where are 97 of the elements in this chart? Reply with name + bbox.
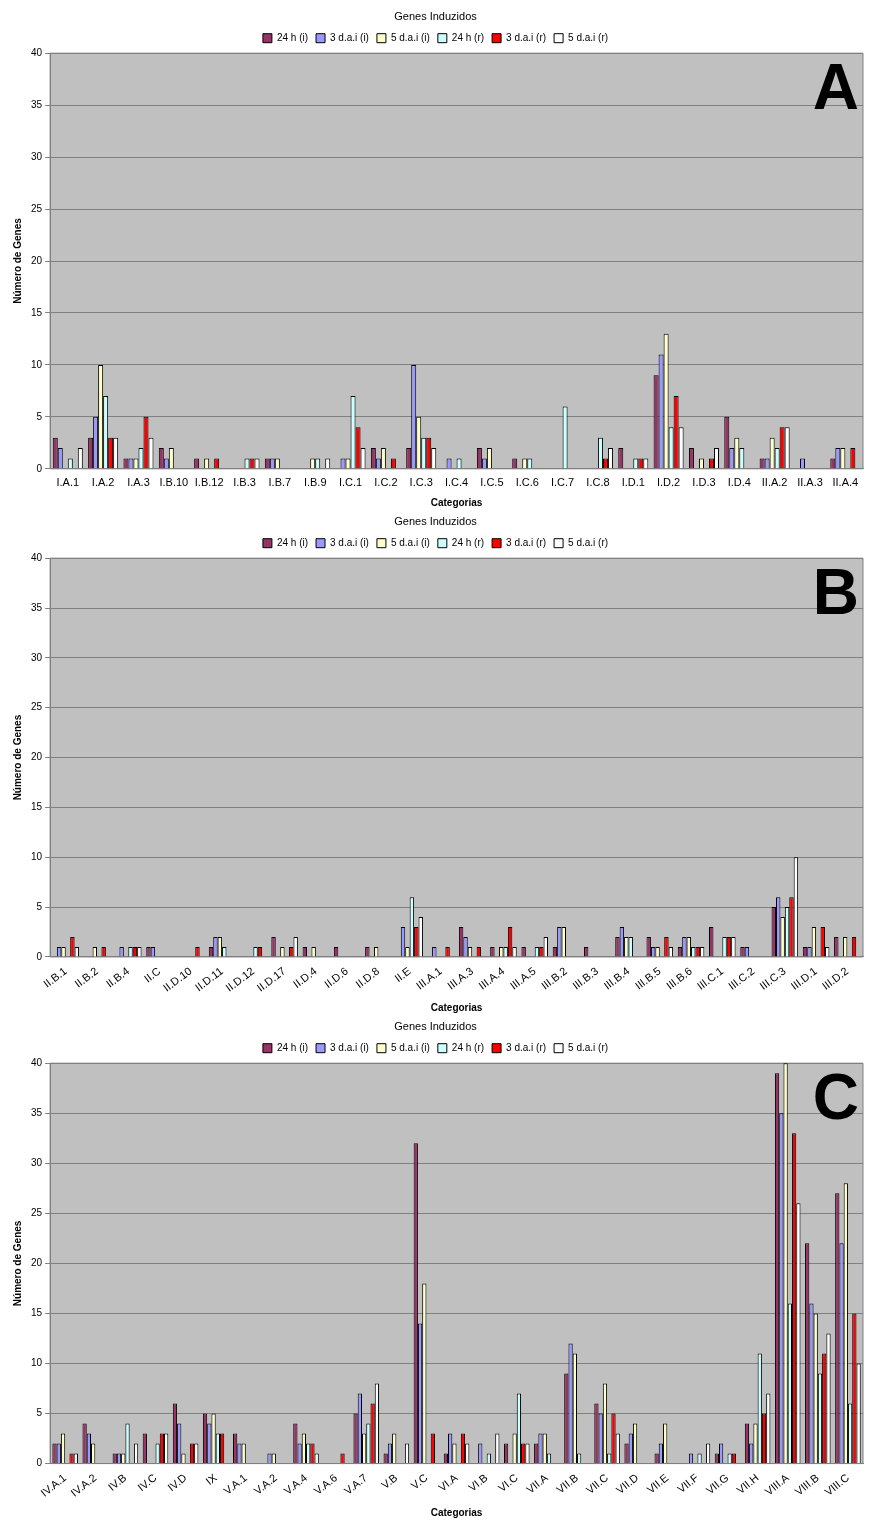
y-tick-label: 0 (36, 462, 43, 474)
x-tick-label: II.A.4 (832, 476, 859, 489)
legend-label: 24 h (r) (451, 31, 485, 43)
y-tick-label: 30 (31, 651, 43, 663)
x-tick-label: V.B (378, 1471, 400, 1492)
y-tick-label: 40 (31, 551, 43, 563)
y-tick-label: 25 (31, 1207, 43, 1219)
x-tick-label: I.D.2 (657, 476, 681, 489)
legend-label: 5 d.a.i (r) (568, 1041, 609, 1053)
annotation: C (812, 1060, 859, 1133)
x-tick-label: IX (203, 1470, 220, 1488)
x-tick-label: I.C.7 (550, 476, 575, 489)
y-tick-label: 5 (36, 410, 43, 422)
x-tick-label: VI.A (436, 1470, 461, 1494)
x-tick-label: II.E (392, 964, 413, 985)
legend-label: 3 d.a.i (i) (330, 536, 369, 548)
x-tick-label: V.A.1 (221, 1471, 249, 1497)
x-tick-label: IV.C (135, 1471, 159, 1494)
y-tick-label: 30 (31, 150, 43, 162)
y-tick-label: 20 (31, 254, 43, 266)
y-tick-label: 5 (36, 900, 43, 912)
legend-label: 5 d.a.i (r) (568, 536, 609, 548)
x-tick-label: VII.A (523, 1470, 551, 1496)
x-tick-label: VII.E (644, 1471, 671, 1496)
y-tick-label: 10 (31, 851, 43, 863)
x-tick-label: I.D.4 (727, 476, 751, 489)
x-tick-label: VI.C (495, 1471, 520, 1495)
x-axis-title: Categorias (430, 496, 483, 508)
legend-label: 5 d.a.i (i) (390, 31, 430, 43)
x-axis-title: Categorias (430, 1506, 483, 1518)
legend-label: 5 d.a.i (i) (390, 536, 430, 548)
y-tick-label: 20 (31, 1257, 43, 1269)
x-tick-label: I.A.1 (56, 476, 80, 489)
y-axis-title: Número de Genes (11, 714, 23, 801)
legend-label: 3 d.a.i (r) (506, 1041, 547, 1053)
x-tick-label: I.C.5 (480, 476, 504, 489)
x-tick-label: I.B.10 (159, 476, 189, 489)
legend-label: 24 h (r) (451, 1041, 485, 1053)
x-tick-label: I.C.3 (409, 476, 433, 489)
y-tick-label: 35 (31, 601, 43, 613)
x-tick-label: VI.B (466, 1471, 490, 1494)
legend-label: 24 h (i) (276, 536, 309, 548)
legend-label: 24 h (r) (451, 536, 485, 548)
x-tick-label: I.D.3 (692, 476, 716, 489)
y-tick-label: 15 (31, 306, 43, 318)
y-axis-title: Número de Genes (11, 217, 23, 304)
x-tick-label: IV.D (165, 1471, 189, 1494)
x-tick-label: II.A.3 (797, 476, 823, 489)
annotation: B (812, 555, 859, 628)
chart-title: Genes Induzidos (394, 9, 478, 22)
y-tick-label: 15 (31, 1307, 43, 1319)
annotation: A (812, 50, 859, 123)
y-tick-label: 25 (31, 701, 43, 713)
y-axis-title: Número de Genes (11, 1220, 23, 1307)
y-tick-label: 40 (31, 1056, 43, 1068)
x-tick-label: I.C.4 (444, 476, 469, 489)
y-tick-label: 10 (31, 358, 43, 370)
y-tick-label: 35 (31, 98, 43, 110)
chart-title: Genes Induzidos (394, 1019, 478, 1032)
y-tick-label: 15 (31, 801, 43, 813)
y-tick-label: 10 (31, 1357, 43, 1369)
legend-label: 3 d.a.i (i) (330, 31, 369, 43)
x-tick-label: I.D.1 (621, 476, 645, 489)
x-tick-label: VII.B (554, 1471, 581, 1496)
y-tick-label: 0 (36, 1457, 43, 1469)
legend-label: 24 h (i) (276, 1041, 309, 1053)
legend-label: 3 d.a.i (r) (506, 536, 547, 548)
y-tick-label: 35 (31, 1107, 43, 1118)
x-tick-label: VII.D (613, 1471, 641, 1496)
x-axis-title: Categorias (430, 1001, 483, 1013)
x-tick-label: IV.B (105, 1471, 129, 1494)
x-tick-label: I.B.3 (233, 476, 256, 489)
x-tick-label: I.C.1 (338, 476, 363, 489)
x-tick-label: I.C.8 (586, 476, 610, 489)
x-tick-label: I.B.7 (268, 476, 292, 489)
legend-label: 24 h (i) (276, 31, 309, 43)
legend-label: 3 d.a.i (r) (506, 31, 547, 43)
y-tick-label: 0 (36, 950, 43, 962)
y-tick-label: 25 (31, 202, 43, 214)
legend-label: 5 d.a.i (i) (390, 1041, 430, 1053)
y-tick-label: 20 (31, 751, 43, 763)
y-tick-label: 30 (31, 1157, 43, 1169)
x-tick-label: I.C.6 (515, 476, 539, 489)
chart-title: Genes Induzidos (394, 514, 478, 527)
x-tick-label: I.C.2 (374, 476, 398, 489)
legend-label: 5 d.a.i (r) (568, 31, 609, 43)
x-tick-label: VII.G (703, 1471, 731, 1497)
x-tick-label: I.A.2 (91, 476, 115, 489)
x-tick-label: I.B.12 (194, 476, 224, 489)
x-tick-label: II.A.2 (761, 476, 788, 489)
x-tick-label: I.A.3 (127, 476, 150, 489)
x-tick-label: I.B.9 (303, 476, 327, 489)
y-tick-label: 40 (31, 46, 43, 58)
y-tick-label: 5 (36, 1407, 43, 1419)
x-tick-label: V.C (408, 1471, 430, 1492)
x-tick-label: II.C (141, 964, 163, 985)
legend-label: 3 d.a.i (i) (330, 1041, 369, 1053)
